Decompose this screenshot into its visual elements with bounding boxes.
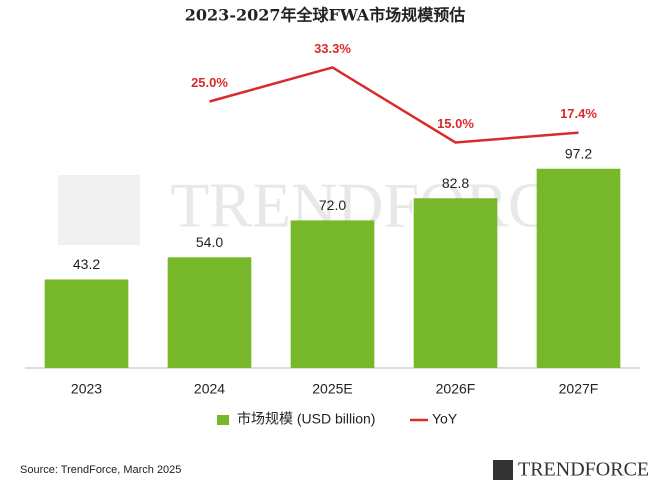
logo-icon xyxy=(493,460,513,480)
chart-title: 2023-2027年全球FWA市场规模预估 xyxy=(185,6,465,25)
bar xyxy=(536,168,621,368)
x-tick-label: 2024 xyxy=(194,381,225,397)
watermark-icon xyxy=(58,175,140,245)
data-label: 33.3% xyxy=(314,41,351,56)
bar xyxy=(290,220,375,368)
bar xyxy=(413,198,498,368)
watermark: TRENDFORCE xyxy=(170,170,590,241)
x-tick-label: 2027F xyxy=(559,381,599,397)
data-label: 72.0 xyxy=(319,197,346,213)
data-label: 15.0% xyxy=(437,116,474,131)
bar xyxy=(44,279,129,368)
logo: TRENDFORCE xyxy=(518,459,649,481)
legend-label: YoY xyxy=(432,411,458,427)
data-label: 43.2 xyxy=(73,256,100,272)
data-label: 17.4% xyxy=(560,106,597,121)
x-tick-label: 2023 xyxy=(71,381,102,397)
data-label: 54.0 xyxy=(196,234,223,250)
x-tick-label: 2026F xyxy=(436,381,476,397)
data-label: 82.8 xyxy=(442,175,469,191)
data-label: 97.2 xyxy=(565,145,592,161)
data-label: 25.0% xyxy=(191,75,228,90)
x-tick-label: 2025E xyxy=(312,381,352,397)
source: Source: TrendForce, March 2025 xyxy=(20,464,181,476)
legend-swatch xyxy=(217,415,229,425)
bar xyxy=(167,257,252,368)
line xyxy=(209,66,579,144)
legend-label: 市场规模 (USD billion) xyxy=(237,411,375,427)
